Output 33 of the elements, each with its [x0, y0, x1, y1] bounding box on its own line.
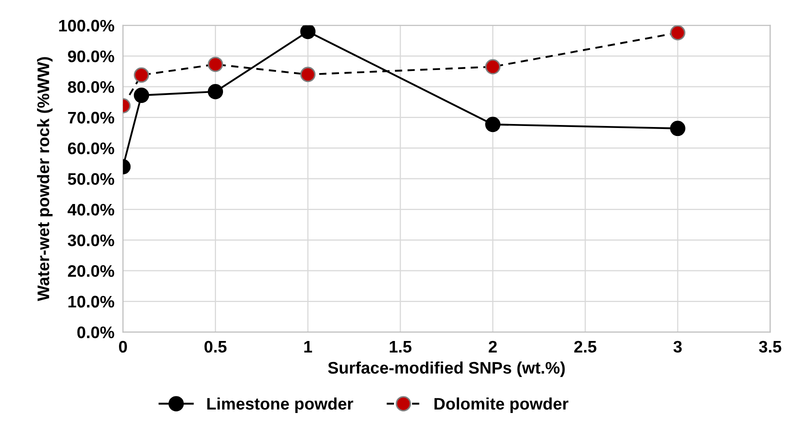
- y-tick-label: 30.0%: [68, 234, 114, 246]
- point: [670, 25, 686, 40]
- point: [485, 59, 500, 74]
- point: [208, 84, 224, 100]
- point: [300, 25, 316, 40]
- legend-label: Limestone powder: [207, 397, 354, 413]
- y-tick-label: 100.0%: [59, 20, 114, 32]
- x-tick-label: 1: [304, 341, 312, 352]
- legend-label: Dolomite powder: [434, 397, 568, 413]
- y-tick-label: 80.0%: [68, 81, 114, 93]
- point: [134, 67, 150, 83]
- y-tick-label: 40.0%: [68, 204, 114, 216]
- y-tick-label: 0.0%: [77, 326, 114, 338]
- x-tick-label: 2.5: [574, 340, 596, 353]
- x-tick-label: 2: [488, 340, 497, 352]
- point: [300, 66, 316, 82]
- y-tick-label: 90.0%: [68, 50, 114, 62]
- y-tick-label: 20.0%: [68, 265, 114, 277]
- x-tick-label: 1.5: [390, 341, 412, 353]
- y-axis-title: Water-wet powder rock (%WW): [37, 57, 53, 302]
- x-tick-label: 3: [673, 340, 682, 353]
- x-tick-label: 0: [118, 340, 127, 353]
- y-tick-label: 60.0%: [68, 142, 114, 154]
- y-tick-label: 70.0%: [68, 112, 114, 124]
- y-tick-label: 50.0%: [68, 173, 114, 185]
- point: [134, 88, 150, 103]
- point: [485, 116, 500, 132]
- x-axis-title: Surface-modified SNPs (wt.%): [328, 361, 565, 378]
- y-tick-label: 10.0%: [68, 296, 114, 308]
- point: [208, 56, 224, 72]
- point: [670, 120, 686, 136]
- x-tick-label: 3.5: [758, 340, 782, 353]
- x-tick-label: 0.5: [204, 340, 227, 353]
